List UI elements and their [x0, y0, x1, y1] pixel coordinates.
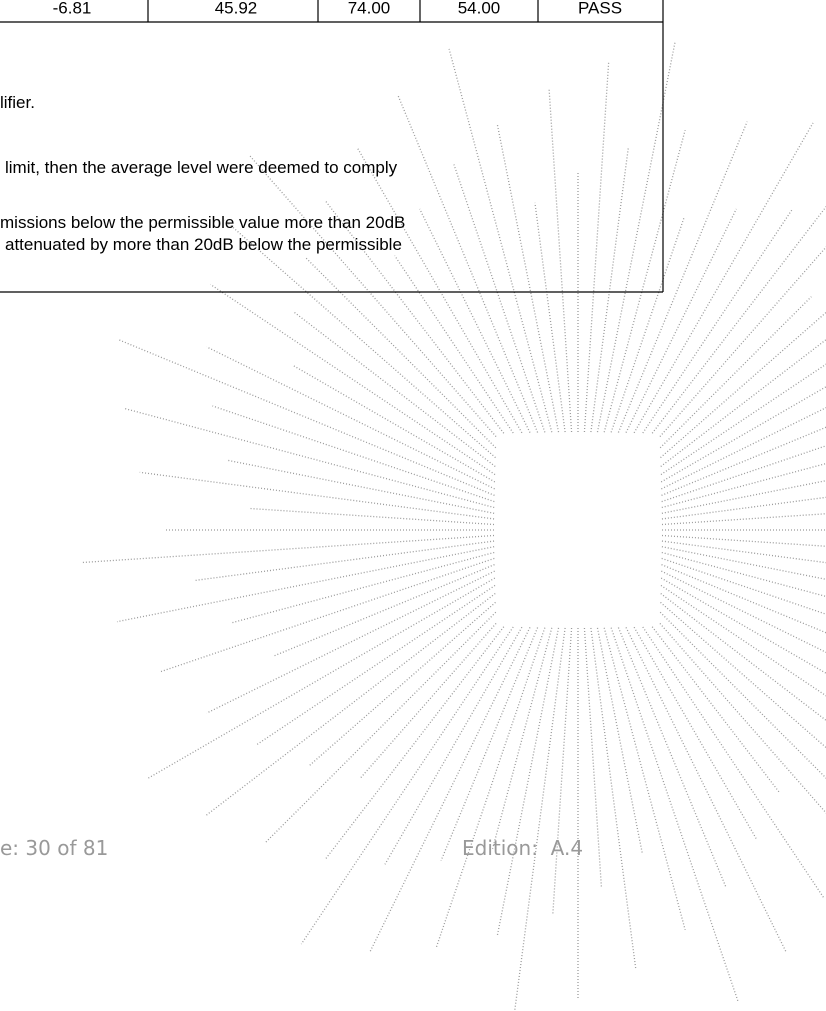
watermark-ray — [419, 208, 531, 433]
watermark-ray — [394, 255, 514, 434]
watermark-ray — [195, 540, 495, 582]
note-text: attenuated by more than 20dB below the p… — [5, 235, 402, 254]
table-cell: 74.00 — [348, 0, 391, 17]
watermark-ray — [496, 627, 560, 937]
watermark-ray — [660, 338, 826, 468]
watermark-ray — [661, 496, 826, 520]
watermark-ray — [661, 546, 826, 580]
note-text: missions below the permissible value mor… — [0, 213, 405, 232]
table-cell: -6.81 — [53, 0, 92, 17]
watermark-ray — [661, 540, 826, 564]
watermark-ray — [661, 480, 826, 514]
watermark-ray — [293, 311, 496, 468]
watermark-ray — [603, 627, 686, 931]
watermark-ray — [651, 205, 826, 434]
footer-edition: Edition: A.4 — [462, 836, 583, 860]
watermark-ray — [590, 147, 630, 433]
watermark-ray — [660, 386, 826, 483]
watermark-ray — [116, 546, 495, 623]
watermark-ray — [369, 627, 531, 952]
watermark-ray — [548, 88, 573, 433]
watermark-ray — [660, 584, 826, 697]
watermark-ray — [224, 219, 496, 459]
watermark-ray — [359, 623, 497, 779]
watermark-ray — [514, 627, 566, 1011]
watermark-ray — [248, 507, 495, 526]
watermark-ray — [661, 570, 826, 654]
watermark-ray — [661, 406, 826, 490]
watermark-ray — [249, 155, 497, 437]
watermark-ray — [232, 551, 495, 624]
watermark-ray — [659, 623, 826, 814]
watermark-ray — [206, 570, 495, 714]
watermark-ray — [583, 627, 603, 888]
watermark-ray — [146, 577, 496, 780]
watermark-ray — [356, 146, 523, 434]
watermark-ray — [661, 534, 826, 547]
watermark-ray — [139, 471, 495, 520]
watermark-ray — [325, 201, 505, 434]
watermark-ray — [117, 338, 495, 496]
watermark-ray — [633, 626, 758, 841]
watermark-ray — [590, 627, 637, 969]
note-text: lifier. — [0, 93, 35, 112]
watermark-ray — [651, 626, 780, 793]
watermark-ray — [610, 217, 685, 433]
watermark-ray — [491, 627, 553, 849]
watermark-ray — [552, 627, 573, 916]
watermark-ray — [210, 283, 496, 476]
watermark-ray — [206, 346, 495, 490]
watermark-ray — [272, 564, 495, 657]
watermark-ray — [625, 627, 787, 952]
watermark-ray — [264, 611, 497, 844]
watermark-ray — [534, 202, 566, 433]
watermark-ray — [453, 164, 546, 433]
watermark-ray — [596, 41, 676, 433]
table-cell: 54.00 — [458, 0, 501, 17]
watermark-ray — [642, 626, 825, 898]
watermark-ray — [625, 208, 737, 433]
watermark-ray — [617, 121, 748, 433]
watermark-ray — [496, 123, 560, 433]
watermark-ray — [610, 627, 739, 1002]
table-cell: 45.92 — [215, 0, 258, 17]
watermark-ray — [661, 462, 826, 509]
watermark-ray — [633, 122, 814, 434]
footer-page: e: 30 of 81 — [0, 836, 108, 860]
watermark-ray — [304, 256, 497, 449]
watermark-ray — [660, 363, 826, 476]
watermark-ray — [204, 592, 496, 817]
watermark-ray — [660, 592, 826, 722]
watermark-ray — [159, 557, 495, 673]
watermark-ray — [661, 445, 826, 503]
watermark-ray — [659, 611, 826, 779]
table-borders — [0, 0, 664, 293]
table-cell: PASS — [578, 0, 622, 17]
watermark-ray — [661, 551, 826, 598]
watermark-ray — [440, 627, 539, 861]
watermark-ray — [660, 601, 826, 749]
watermark-ray — [660, 577, 826, 674]
watermark-ray — [384, 626, 523, 865]
watermark-ray — [659, 246, 826, 437]
watermark-ray — [661, 513, 826, 526]
watermark-ray — [300, 626, 514, 945]
watermark-ray — [448, 48, 553, 433]
watermark-ray — [583, 60, 610, 433]
watermark-ray — [596, 627, 644, 854]
watermark — [81, 41, 826, 1011]
watermark-ray — [308, 601, 496, 767]
watermark-ray — [256, 584, 496, 745]
watermark-ray — [435, 627, 546, 949]
watermark-ray — [291, 364, 496, 483]
note-text: limit, then the average level were deeme… — [5, 158, 398, 177]
watermark-ray — [226, 459, 495, 514]
watermark-ray — [603, 129, 686, 433]
watermark-ray — [123, 407, 495, 509]
watermark-ray — [397, 95, 539, 433]
watermark-ray — [325, 626, 505, 859]
